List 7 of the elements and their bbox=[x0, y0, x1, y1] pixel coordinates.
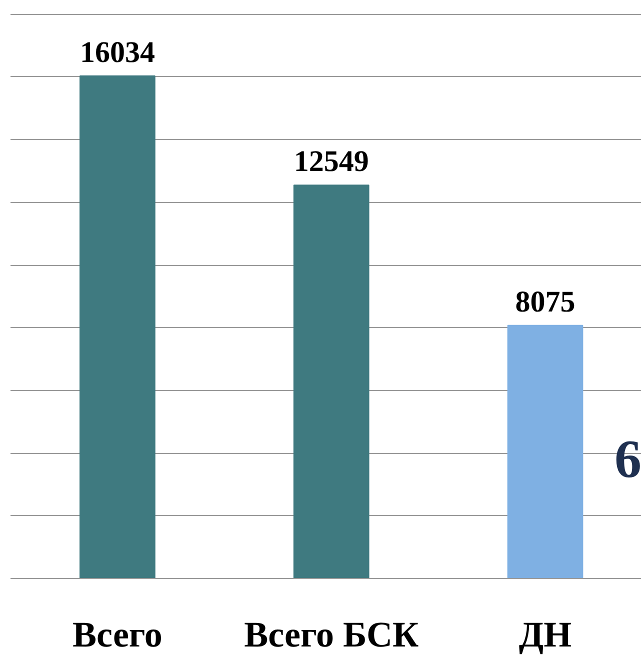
x-tick-label: Всего bbox=[72, 614, 162, 654]
data-label: 12549 bbox=[294, 145, 369, 178]
data-label: 8075 bbox=[515, 285, 576, 318]
x-tick-label: Всего БСК bbox=[244, 614, 419, 654]
data-label: 16034 bbox=[80, 36, 155, 69]
x-tick-label: ДН bbox=[518, 614, 572, 654]
annotation: 6 bbox=[614, 428, 641, 489]
